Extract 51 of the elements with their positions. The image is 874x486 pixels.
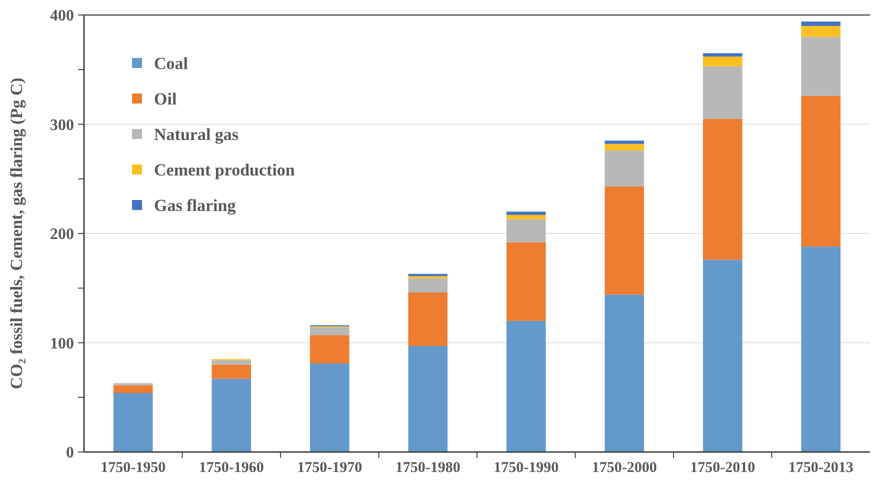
bar — [212, 364, 252, 379]
bar — [506, 219, 546, 242]
legend-label: Cement production — [154, 160, 296, 180]
y-axis-title: CO₂ fossil fuels, Cement, gas flaring (Pg C) — [7, 78, 26, 390]
bar — [212, 360, 252, 365]
legend-label: Oil — [154, 89, 177, 108]
bar — [212, 378, 252, 452]
bar — [506, 242, 546, 321]
bar — [506, 320, 546, 452]
x-tick-label: 1750-1980 — [395, 460, 460, 476]
bar — [506, 212, 546, 215]
y-tick-label: 100 — [50, 335, 74, 352]
bar — [604, 150, 644, 187]
bar — [801, 36, 841, 96]
bar — [113, 393, 153, 452]
bar — [310, 364, 350, 452]
bar — [801, 26, 841, 37]
bar — [310, 335, 350, 364]
y-tick-label: 400 — [50, 8, 74, 25]
bar — [604, 140, 644, 144]
bar — [702, 118, 742, 260]
bar — [506, 214, 546, 220]
bar — [702, 260, 742, 452]
y-tick-label: 300 — [50, 116, 74, 134]
bar — [113, 385, 153, 394]
legend-label: Natural gas — [154, 124, 239, 144]
x-tick-label: 1750-1950 — [100, 460, 166, 476]
y-tick-label: 0 — [66, 444, 74, 462]
bar — [604, 294, 644, 452]
x-tick-label: 1750-1990 — [494, 460, 559, 476]
bar — [310, 327, 350, 336]
x-tick-label: 1750-1960 — [198, 460, 264, 476]
x-tick-label: 1750-2000 — [592, 460, 657, 476]
bar — [604, 144, 644, 150]
x-tick-label: 1750-1970 — [297, 460, 362, 476]
x-tick-label: 1750-2010 — [690, 460, 756, 476]
bar — [408, 292, 448, 346]
bar — [702, 53, 742, 57]
bar — [408, 346, 448, 452]
bar — [408, 278, 448, 292]
legend-label: Coal — [154, 54, 188, 73]
bar — [801, 246, 841, 452]
bar — [702, 66, 742, 119]
bar — [801, 22, 841, 26]
bar — [702, 56, 742, 66]
bar — [801, 96, 841, 247]
x-tick-label: 1750-2013 — [788, 460, 854, 476]
legend-label: Gas flaring — [154, 196, 236, 215]
bar — [604, 186, 644, 295]
bar — [408, 274, 448, 276]
y-tick-label: 200 — [50, 226, 74, 244]
